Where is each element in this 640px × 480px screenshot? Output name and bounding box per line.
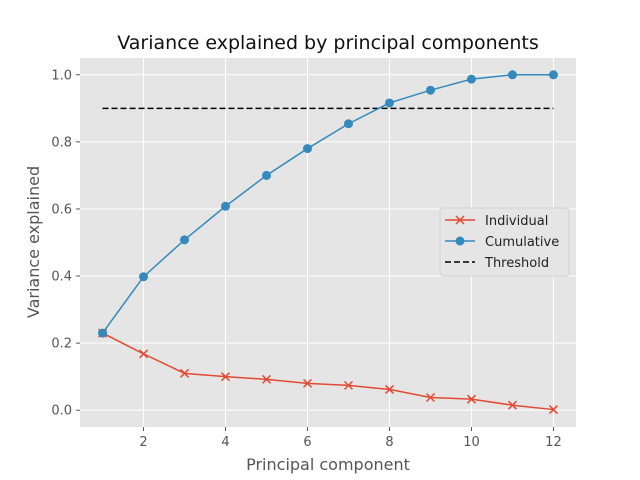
legend-individual-marker xyxy=(455,215,465,225)
individual-point xyxy=(466,394,477,404)
cumulative-point xyxy=(180,235,190,245)
y-tick-label: 0.4 xyxy=(51,270,72,285)
individual-point xyxy=(548,405,558,415)
x-tick-label: 12 xyxy=(545,435,562,450)
y-tick-label: 0.2 xyxy=(51,337,72,352)
cumulative-point xyxy=(548,70,558,80)
cumulative-point xyxy=(384,98,394,108)
legend: Individual Cumulative Threshold xyxy=(439,207,570,277)
individual-line xyxy=(102,332,554,411)
x-tick-label: 4 xyxy=(221,435,229,450)
individual-point xyxy=(261,374,272,384)
cumulative-point xyxy=(262,170,272,180)
x-tick-label: 2 xyxy=(139,435,147,450)
cumulative-point xyxy=(303,144,313,154)
cumulative-point xyxy=(98,328,108,338)
y-tick-label: 1.0 xyxy=(51,68,72,83)
legend-cumulative-marker xyxy=(455,236,465,246)
legend-box xyxy=(439,207,570,277)
individual-point xyxy=(425,392,436,403)
cumulative-point xyxy=(139,272,149,282)
chart-title: Variance explained by principal componen… xyxy=(117,32,538,54)
y-axis-label: Variance explained xyxy=(24,166,43,318)
grid xyxy=(80,58,576,427)
individual-point xyxy=(343,380,354,390)
cumulative-point xyxy=(343,119,353,129)
individual-point xyxy=(507,400,517,410)
y-tick-label: 0.6 xyxy=(51,202,72,217)
y-ticks: 0.0 0.2 0.4 0.6 0.8 1.0 xyxy=(51,68,80,419)
legend-threshold-label: Threshold xyxy=(484,256,549,271)
cumulative-point xyxy=(425,85,435,95)
x-ticks: 2 4 6 8 10 12 xyxy=(139,427,562,450)
cumulative-point xyxy=(221,201,231,211)
legend-individual-label: Individual xyxy=(485,214,548,229)
x-axis-label: Principal component xyxy=(246,455,410,474)
series-group xyxy=(98,70,558,415)
legend-cumulative-label: Cumulative xyxy=(485,235,559,250)
individual-point xyxy=(139,349,149,359)
x-tick-label: 8 xyxy=(385,435,393,450)
individual-point xyxy=(302,378,313,388)
y-tick-label: 0.8 xyxy=(51,135,72,150)
individual-point xyxy=(179,368,190,378)
cumulative-line xyxy=(101,74,554,334)
y-tick-label: 0.0 xyxy=(51,404,72,419)
x-tick-label: 6 xyxy=(303,435,311,450)
individual-point xyxy=(384,384,395,394)
x-tick-label: 10 xyxy=(463,435,480,450)
individual-point xyxy=(220,372,231,382)
cumulative-point xyxy=(507,70,517,80)
cumulative-point xyxy=(466,74,476,84)
